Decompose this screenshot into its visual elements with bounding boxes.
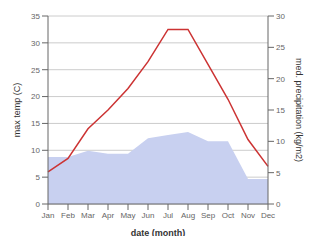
svg-text:30: 30 [31,39,40,48]
svg-text:35: 35 [31,12,40,21]
svg-text:Dec: Dec [261,211,275,220]
svg-text:20: 20 [276,75,285,84]
svg-text:0: 0 [36,200,41,209]
svg-text:Aug: Aug [181,211,195,220]
svg-text:10: 10 [31,146,40,155]
svg-text:Sep: Sep [201,211,216,220]
svg-text:date (month): date (month) [131,228,186,236]
svg-text:25: 25 [276,43,285,52]
svg-text:Jun: Jun [142,211,155,220]
svg-text:15: 15 [276,106,285,115]
svg-text:30: 30 [276,12,285,21]
svg-text:15: 15 [31,119,40,128]
svg-text:5: 5 [36,173,41,182]
svg-text:Nov: Nov [241,211,255,220]
svg-text:Oct: Oct [222,211,235,220]
svg-text:0: 0 [276,200,281,209]
svg-text:20: 20 [31,92,40,101]
svg-text:Jul: Jul [163,211,173,220]
svg-text:med. precipitation (kg/m2): med. precipitation (kg/m2) [294,58,304,162]
svg-text:max temp (C): max temp (C) [12,83,22,138]
svg-text:Feb: Feb [61,211,75,220]
svg-text:Jan: Jan [42,211,55,220]
svg-text:10: 10 [276,137,285,146]
svg-text:May: May [120,211,135,220]
svg-text:Mar: Mar [81,211,95,220]
svg-text:25: 25 [31,66,40,75]
svg-text:5: 5 [276,169,281,178]
svg-text:Apr: Apr [102,211,115,220]
